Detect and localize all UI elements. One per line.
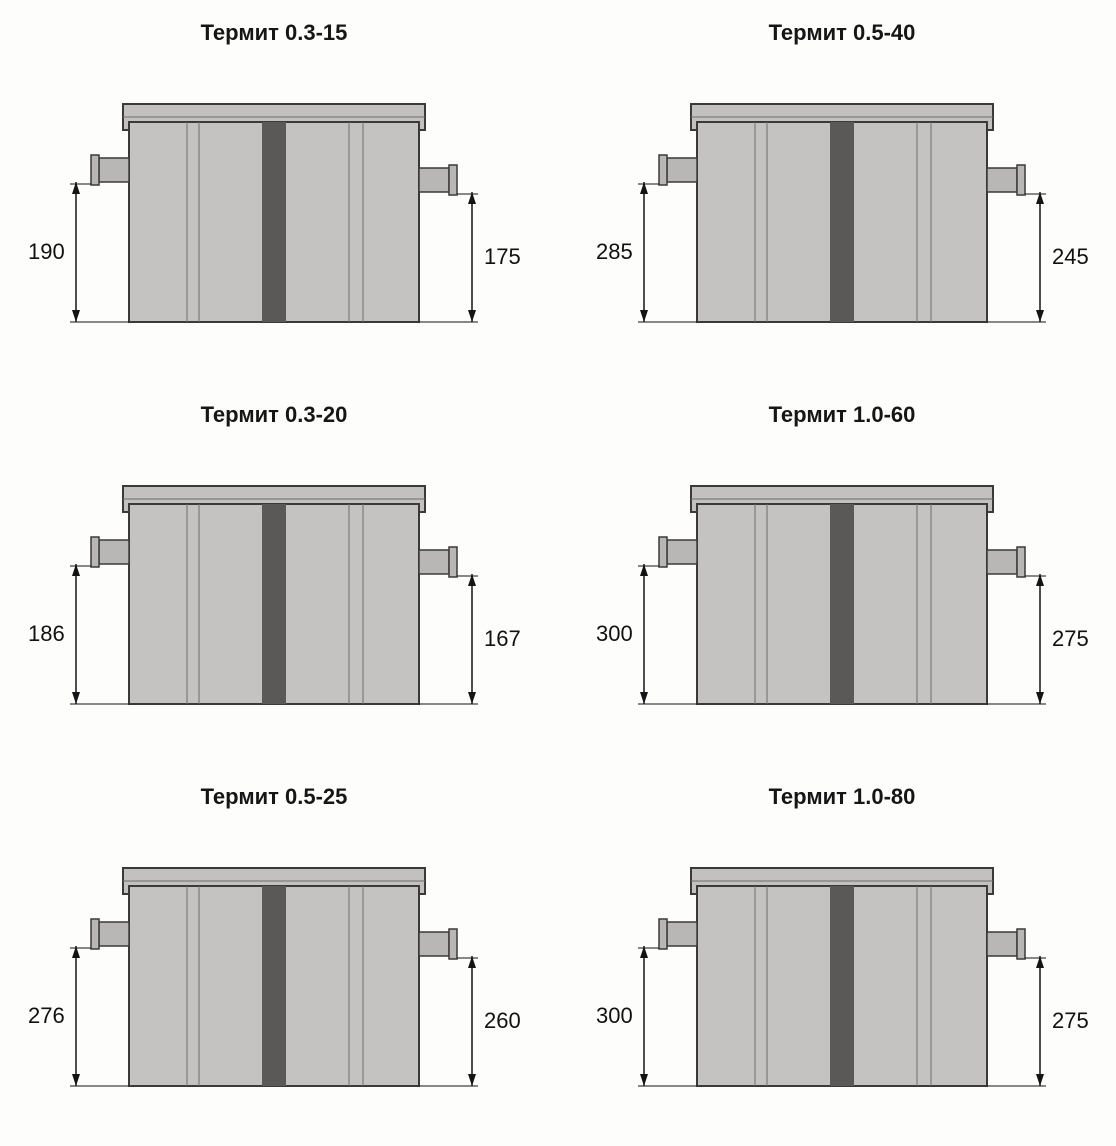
svg-text:275: 275 — [1052, 1008, 1089, 1033]
svg-text:245: 245 — [1052, 244, 1089, 269]
tank-diagram-4: Термит 0.5-25 276 260 — [10, 784, 538, 1126]
tank-svg: 276 260 — [14, 826, 534, 1126]
tank-diagram-3: Термит 1.0-60 300 275 — [578, 402, 1106, 744]
tank-diagram-1: Термит 0.5-40 285 245 — [578, 20, 1106, 362]
svg-text:186: 186 — [28, 621, 65, 646]
tank-svg: 186 167 — [14, 444, 534, 744]
svg-text:300: 300 — [596, 1003, 633, 1028]
diagram-title: Термит 0.5-25 — [201, 784, 348, 810]
diagram-title: Термит 0.5-40 — [769, 20, 916, 46]
tank-svg: 300 275 — [582, 826, 1102, 1126]
svg-text:190: 190 — [28, 239, 65, 264]
tank-diagram-0: Термит 0.3-15 190 175 — [10, 20, 538, 362]
diagram-title: Термит 0.3-20 — [201, 402, 348, 428]
svg-text:275: 275 — [1052, 626, 1089, 651]
tank-diagram-5: Термит 1.0-80 300 275 — [578, 784, 1106, 1126]
svg-text:276: 276 — [28, 1003, 65, 1028]
tank-svg: 285 245 — [582, 62, 1102, 362]
tank-svg: 190 175 — [14, 62, 534, 362]
tank-svg: 300 275 — [582, 444, 1102, 744]
svg-text:175: 175 — [484, 244, 521, 269]
diagram-title: Термит 1.0-60 — [769, 402, 916, 428]
svg-text:285: 285 — [596, 239, 633, 264]
svg-text:167: 167 — [484, 626, 521, 651]
svg-text:260: 260 — [484, 1008, 521, 1033]
diagram-title: Термит 0.3-15 — [201, 20, 348, 46]
diagram-title: Термит 1.0-80 — [769, 784, 916, 810]
tank-diagram-2: Термит 0.3-20 186 167 — [10, 402, 538, 744]
svg-text:300: 300 — [596, 621, 633, 646]
